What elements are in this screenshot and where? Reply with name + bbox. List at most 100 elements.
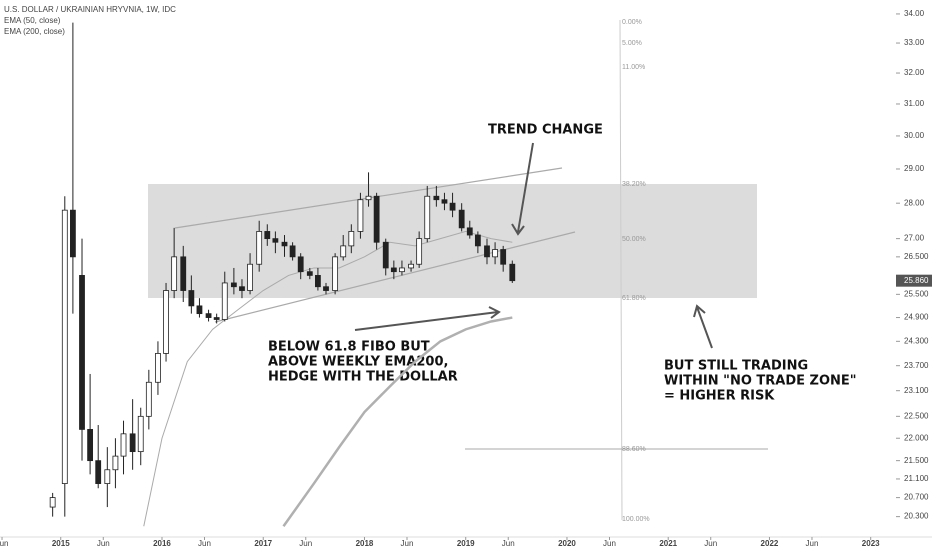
candle-body bbox=[441, 199, 448, 204]
x-tick-label: Jun bbox=[704, 539, 717, 548]
candle-body bbox=[458, 209, 465, 229]
candle-body bbox=[163, 290, 169, 354]
candle-body bbox=[69, 209, 76, 258]
candle-body bbox=[315, 275, 321, 288]
fib-label: 100.00% bbox=[622, 516, 650, 523]
y-tick-label: 21.100 bbox=[904, 474, 929, 483]
candle-body bbox=[264, 231, 271, 240]
candle-body bbox=[171, 256, 178, 291]
y-axis-panel bbox=[896, 0, 932, 537]
candle-body bbox=[433, 195, 440, 201]
candle-body bbox=[137, 415, 144, 453]
fib-label: 0.00% bbox=[622, 19, 642, 26]
candle-body bbox=[297, 256, 304, 273]
candle-body bbox=[382, 241, 389, 269]
ema-line bbox=[282, 316, 513, 527]
y-tick-label: 20.700 bbox=[904, 493, 929, 502]
y-tick-label: 20.300 bbox=[904, 512, 929, 521]
candle-body bbox=[332, 256, 339, 291]
fib-line bbox=[619, 19, 623, 521]
x-tick-label: 2016 bbox=[153, 539, 171, 548]
candle-body bbox=[87, 429, 94, 462]
candle-body bbox=[323, 286, 329, 291]
candle-body bbox=[247, 263, 253, 291]
x-tick-label: 2019 bbox=[457, 539, 475, 548]
channel-lower bbox=[214, 231, 576, 323]
candle-body bbox=[79, 275, 85, 430]
x-tick-label: 2022 bbox=[761, 539, 779, 548]
candle-body bbox=[272, 238, 279, 243]
x-tick-label: 2023 bbox=[862, 539, 880, 548]
y-tick-label: 34.00 bbox=[904, 9, 925, 18]
y-tick-label: 21.500 bbox=[904, 456, 929, 465]
candle-body bbox=[205, 313, 212, 318]
candle-body bbox=[129, 433, 136, 453]
y-tick-label: 25.500 bbox=[904, 289, 929, 298]
x-tick-label: Jun bbox=[401, 539, 414, 548]
y-tick-label: 28.00 bbox=[904, 198, 925, 207]
y-tick-label: 27.00 bbox=[904, 234, 925, 243]
annotation: HEDGE WITH THE DOLLAR bbox=[268, 370, 458, 385]
x-tick-label: Jun bbox=[806, 539, 819, 548]
candle-body bbox=[180, 256, 187, 291]
candle-body bbox=[61, 209, 68, 484]
candle-body bbox=[49, 497, 56, 508]
annotation: BELOW 61.8 FIBO BUT bbox=[268, 340, 430, 355]
x-tick-label: 2021 bbox=[659, 539, 677, 548]
candle-body bbox=[466, 227, 473, 236]
fib-label: 5.00% bbox=[622, 40, 642, 47]
candle-body bbox=[416, 238, 423, 265]
candle-body bbox=[365, 195, 372, 201]
chart-title: U.S. DOLLAR / UKRAINIAN HRYVNIA, 1W, IDC bbox=[4, 5, 176, 14]
candle-body bbox=[492, 249, 498, 258]
candle-body bbox=[112, 455, 119, 471]
x-tick-label: 2020 bbox=[558, 539, 576, 548]
candle-body bbox=[281, 241, 288, 247]
annotation: = HIGHER RISK bbox=[664, 389, 775, 404]
candle-body bbox=[408, 263, 414, 269]
arrows bbox=[354, 142, 713, 349]
candle-body bbox=[357, 199, 364, 232]
ema-line bbox=[143, 230, 513, 527]
candle-body bbox=[256, 231, 263, 265]
y-tick-label: 24.900 bbox=[904, 313, 929, 322]
x-tick-label: 2015 bbox=[52, 539, 70, 548]
annotation: WITHIN "NO TRADE ZONE" bbox=[664, 374, 857, 389]
candle-body bbox=[221, 282, 228, 320]
y-tick-label: 32.00 bbox=[904, 68, 925, 77]
candle-body bbox=[95, 460, 102, 484]
candle-body bbox=[104, 469, 111, 484]
x-tick-label: Jun bbox=[299, 539, 312, 548]
candle-body bbox=[213, 317, 220, 320]
fib-label: 61.80% bbox=[622, 295, 646, 302]
y-tick-label: 22.000 bbox=[904, 433, 929, 442]
x-tick-label: Jun bbox=[603, 539, 616, 548]
candle-body bbox=[373, 195, 380, 243]
fib-label: 11.00% bbox=[622, 64, 645, 71]
y-tick-label: 23.700 bbox=[904, 361, 929, 370]
y-tick-label: 30.00 bbox=[904, 131, 925, 140]
fib-label: 88.60% bbox=[622, 446, 646, 453]
annotation: BUT STILL TRADING bbox=[664, 359, 808, 374]
candle-body bbox=[500, 249, 507, 265]
last-price-box bbox=[896, 274, 932, 287]
legend-entry: EMA (200, close) bbox=[4, 27, 65, 36]
candle-body bbox=[188, 290, 195, 307]
candle-body bbox=[348, 231, 355, 247]
candle-body bbox=[399, 267, 405, 273]
last-price-label: 25.860 bbox=[904, 276, 929, 285]
candle-body bbox=[484, 245, 490, 258]
x-tick-label: Jun bbox=[198, 539, 211, 548]
annotation: TREND CHANGE bbox=[488, 123, 603, 138]
y-tick-label: 22.500 bbox=[904, 411, 929, 420]
x-tick-label: 2018 bbox=[356, 539, 374, 548]
candle-body bbox=[509, 263, 516, 282]
y-tick-label: 29.00 bbox=[904, 164, 925, 173]
fib-label: 50.00% bbox=[622, 236, 646, 243]
candle-body bbox=[196, 305, 203, 315]
x-tick-label: 2017 bbox=[254, 539, 272, 548]
candle-body bbox=[289, 245, 296, 258]
x-tick-label: Jun bbox=[97, 539, 110, 548]
candle-body bbox=[449, 202, 456, 211]
candle-body bbox=[424, 195, 431, 240]
